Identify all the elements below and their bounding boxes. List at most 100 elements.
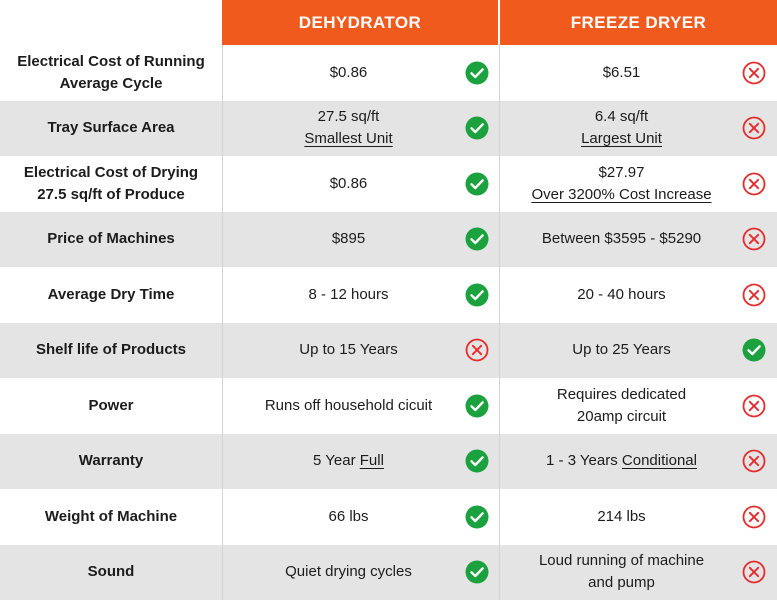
cross-icon	[742, 560, 766, 584]
cross-icon	[742, 394, 766, 418]
column-divider	[222, 267, 223, 323]
dehydrator-cell: Quiet drying cycles	[222, 545, 499, 600]
cross-icon	[465, 338, 489, 362]
freeze-dryer-cell-text-part: 1 - 3 Years	[546, 452, 622, 470]
freeze-dryer-cell: 214 lbs	[500, 489, 777, 545]
check-icon	[465, 283, 489, 307]
dehydrator-cell: 5 Year Full	[222, 434, 499, 490]
freeze-dryer-cell-line: Loud running of machine	[538, 552, 705, 570]
dehydrator-cell: $0.86	[222, 45, 499, 101]
row-label: Warranty	[0, 434, 222, 490]
freeze-dryer-cell: Requires dedicated 20amp circuit	[500, 378, 777, 434]
table-row: Average Dry Time 8 - 12 hours 20 - 40 hour…	[0, 267, 777, 323]
table-row: Sound Quiet drying cycles Loud running of …	[0, 544, 777, 600]
dehydrator-cell-line: Up to 15 Years	[299, 341, 398, 359]
freeze-dryer-cell-line: Requires dedicated	[556, 385, 687, 403]
cross-icon	[742, 449, 766, 473]
dehydrator-cell-line: 27.5 sq/ft	[317, 108, 380, 126]
check-icon	[465, 61, 489, 85]
freeze-dryer-cell-text-part: Conditional	[621, 452, 697, 470]
column-divider	[499, 45, 500, 101]
row-label-line: Power	[88, 396, 134, 414]
check-icon	[465, 505, 489, 529]
column-divider	[499, 378, 500, 434]
row-label-line: Shelf life of Products	[35, 341, 186, 359]
freeze-dryer-cell-line: 214 lbs	[597, 507, 646, 525]
cross-icon	[742, 505, 766, 529]
column-divider	[222, 544, 223, 600]
freeze-dryer-cell-line: $6.51	[602, 63, 641, 81]
row-label: Power	[0, 378, 222, 434]
freeze-dryer-cell-line: 20 - 40 hours	[577, 285, 666, 303]
freeze-dryer-cell: 20 - 40 hours	[500, 267, 777, 323]
freeze-dryer-cell-line: $27.97	[598, 163, 645, 181]
row-label-line: Average Dry Time	[47, 285, 175, 303]
check-icon	[465, 394, 489, 418]
dehydrator-cell: 27.5 sq/ft Smallest Unit	[222, 101, 499, 157]
column-divider	[499, 322, 500, 378]
row-label: Electrical Cost of Running Average Cycle	[0, 45, 222, 101]
freeze-dryer-cell-line: Largest Unit	[581, 130, 662, 148]
column-divider	[499, 156, 500, 212]
freeze-dryer-cell-line: Up to 25 Years	[572, 341, 671, 359]
cross-icon	[742, 283, 766, 307]
table-row: Weight of Machine 66 lbs 214 lbs	[0, 489, 777, 545]
column-divider	[499, 211, 500, 267]
table-row: Power Runs off household cicuit Requires d…	[0, 378, 777, 434]
column-divider	[222, 489, 223, 545]
cross-icon	[742, 227, 766, 251]
freeze-dryer-cell: Between $3595 - $5290	[500, 212, 777, 268]
column-divider	[499, 489, 500, 545]
dehydrator-cell: Up to 15 Years	[222, 323, 499, 379]
column-divider	[222, 100, 223, 156]
dehydrator-cell-line: $0.86	[329, 174, 368, 192]
dehydrator-cell-line: Runs off household cicuit	[264, 396, 433, 414]
dehydrator-cell-text-part: Full	[359, 452, 384, 470]
header-freeze-dryer: FREEZE DRYER	[500, 0, 777, 45]
dehydrator-cell: $0.86	[222, 156, 499, 212]
freeze-dryer-cell: 6.4 sq/ft Largest Unit	[500, 101, 777, 157]
dehydrator-cell: Runs off household cicuit	[222, 378, 499, 434]
row-label: Weight of Machine	[0, 489, 222, 545]
column-divider	[499, 544, 500, 600]
column-divider	[222, 433, 223, 489]
column-divider	[499, 433, 500, 489]
check-icon	[465, 172, 489, 196]
column-divider	[222, 156, 223, 212]
table-row: Price of Machines $895 Between $3595 - $52…	[0, 211, 777, 268]
cross-icon	[742, 116, 766, 140]
check-icon	[465, 560, 489, 584]
freeze-dryer-cell: $27.97 Over 3200% Cost Increase	[500, 156, 777, 212]
header-blank-cell	[0, 0, 222, 45]
freeze-dryer-cell: Loud running of machine and pump	[500, 545, 777, 600]
dehydrator-cell-text-part: 5 Year	[313, 452, 360, 470]
row-label: Sound	[0, 545, 222, 600]
header-dehydrator: DEHYDRATOR	[222, 0, 498, 45]
table-row: Tray Surface Area 27.5 sq/ft Smallest Unit…	[0, 100, 777, 157]
dehydrator-cell-line: $895	[331, 230, 366, 248]
table-header: DEHYDRATOR FREEZE DRYER	[0, 0, 777, 45]
dehydrator-cell-text: 5 Year Full	[293, 450, 428, 472]
row-label-line: 27.5 sq/ft of Produce	[37, 185, 185, 203]
row-label-line: Price of Machines	[47, 230, 175, 248]
freeze-dryer-cell: $6.51	[500, 45, 777, 101]
row-label-line: Tray Surface Area	[47, 119, 175, 137]
column-divider	[222, 378, 223, 434]
cross-icon	[742, 172, 766, 196]
freeze-dryer-cell-line: and pump	[588, 574, 655, 592]
table-row: Shelf life of Products Up to 15 Years Up t…	[0, 322, 777, 379]
row-label-line: Weight of Machine	[44, 507, 178, 525]
row-label: Average Dry Time	[0, 267, 222, 323]
row-label: Price of Machines	[0, 212, 222, 268]
dehydrator-cell-line: Smallest Unit	[304, 130, 393, 148]
row-label: Electrical Cost of Drying 27.5 sq/ft of P…	[0, 156, 222, 212]
cross-icon	[742, 61, 766, 85]
freeze-dryer-cell-text: 1 - 3 Years Conditional	[536, 450, 741, 472]
freeze-dryer-cell-line: Over 3200% Cost Increase	[531, 185, 712, 203]
check-icon	[465, 116, 489, 140]
dehydrator-cell-line: 8 - 12 hours	[308, 285, 389, 303]
dehydrator-cell: 66 lbs	[222, 489, 499, 545]
row-label: Shelf life of Products	[0, 323, 222, 379]
check-icon	[465, 449, 489, 473]
